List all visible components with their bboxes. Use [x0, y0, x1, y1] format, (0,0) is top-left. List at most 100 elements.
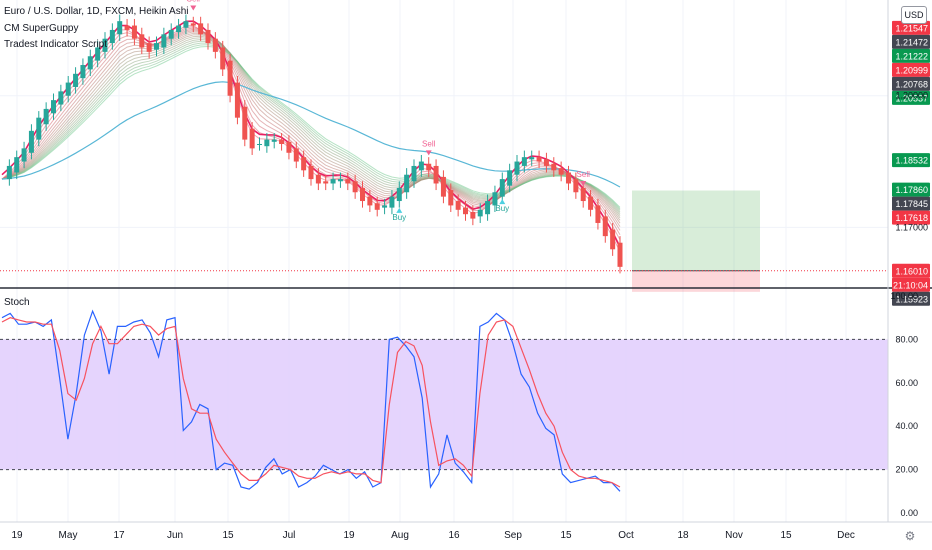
- candle-body: [389, 196, 395, 208]
- candle-body: [433, 165, 439, 184]
- stoch-tick-label: 100.00: [890, 291, 918, 301]
- candle-body: [352, 181, 358, 193]
- time-tick-label: 19: [343, 530, 355, 541]
- candle-body: [131, 25, 137, 39]
- stoch-k-line: [1, 309, 621, 492]
- candle-body: [588, 196, 594, 210]
- guppy-ribbon: [1, 20, 621, 253]
- chart-title[interactable]: Euro / U.S. Dollar, 1D, FXCM, Heikin Ash…: [4, 6, 189, 17]
- candle-body: [507, 170, 513, 186]
- indicator-label-superguppy[interactable]: CM SuperGuppy: [4, 23, 79, 34]
- guppy-line: [1, 45, 621, 208]
- candle-body: [308, 165, 314, 180]
- candle-body: [382, 205, 388, 208]
- stoch-tick-label: 0.00: [900, 508, 918, 518]
- candle-body: [36, 117, 42, 140]
- indicator-label-tradest[interactable]: Tradest Indicator Script: [4, 39, 108, 50]
- stoch-d-line: [1, 317, 621, 488]
- candle-body: [73, 73, 79, 87]
- price-badge-text: 1.17618: [895, 213, 928, 223]
- candle-body: [595, 205, 601, 223]
- candle-body: [154, 43, 159, 50]
- price-badge: [892, 90, 930, 105]
- candle-body: [183, 21, 189, 28]
- time-tick-label: Nov: [725, 530, 743, 541]
- stoch-tick-label: 60.00: [895, 378, 918, 388]
- candle-body: [109, 29, 115, 44]
- candle-body: [242, 106, 248, 140]
- candle-body: [580, 187, 586, 202]
- candle-body: [573, 179, 579, 193]
- price-badge: [892, 291, 930, 306]
- price-badge: [892, 34, 930, 49]
- candle-body: [286, 141, 292, 153]
- time-tick-label: 15: [780, 530, 792, 541]
- guppy-line: [1, 32, 621, 224]
- stoch-pane: [0, 309, 888, 492]
- stoch-label[interactable]: Stoch: [4, 297, 30, 308]
- candle-body: [521, 157, 527, 166]
- stoch-tick-label: 40.00: [895, 421, 918, 431]
- price-tick-label: 1.17000: [895, 222, 928, 232]
- stoch-tick-label: 80.00: [895, 334, 918, 344]
- candle-body: [293, 148, 299, 162]
- candle-body: [124, 25, 130, 30]
- candle-body: [249, 128, 255, 149]
- candle-body: [212, 38, 218, 52]
- candle-body: [220, 47, 226, 70]
- candle-body: [543, 159, 549, 166]
- price-badge-text: 1.18532: [895, 156, 928, 166]
- price-badge: [892, 153, 930, 168]
- signal-arrow: [425, 150, 432, 156]
- candle-body: [602, 216, 608, 237]
- time-tick-label: 19: [11, 530, 23, 541]
- stoch-tick-label: 20.00: [895, 465, 918, 475]
- guppy-line: [1, 25, 621, 253]
- time-tick-label: Aug: [391, 530, 409, 541]
- candle-body: [95, 47, 101, 61]
- candle-body: [360, 187, 365, 202]
- signal-arrow: [499, 199, 506, 205]
- candle-body: [87, 56, 93, 70]
- signal-arrow: [580, 181, 587, 187]
- price-badge-text: 1.20768: [895, 79, 928, 89]
- candle-body: [558, 168, 564, 175]
- signal-label: Buy: [392, 213, 406, 222]
- candle-body: [168, 29, 174, 39]
- candle-body: [529, 157, 535, 160]
- price-tick-label: 1.20000: [895, 91, 928, 101]
- price-badge: [892, 62, 930, 77]
- price-badge: [892, 182, 930, 197]
- price-badge: [892, 263, 930, 278]
- candle-body: [492, 192, 498, 206]
- price-badge-text: 1.21547: [895, 23, 928, 33]
- currency-button[interactable]: USD: [901, 6, 927, 24]
- candle-body: [566, 172, 571, 184]
- candle-body: [264, 139, 270, 147]
- price-badge-text: 1.17845: [895, 199, 928, 209]
- candle-body: [257, 144, 262, 145]
- signal-label: Sell: [577, 170, 591, 179]
- time-tick-label: 15: [560, 530, 572, 541]
- candle-body: [477, 209, 483, 217]
- time-tick-label: 15: [222, 530, 234, 541]
- time-tick-label: Sep: [504, 530, 522, 541]
- candle-body: [440, 176, 446, 197]
- candle-body: [455, 201, 461, 210]
- candle-body: [161, 34, 167, 48]
- overlay-layer: Sell Buy Sell Buy Sell: [0, 0, 888, 292]
- candle-body: [43, 108, 49, 125]
- candle-body: [418, 161, 424, 171]
- candle-body: [426, 163, 432, 171]
- candle-body: [448, 190, 454, 206]
- candles-layer: [6, 14, 623, 274]
- candle-body: [117, 21, 123, 35]
- candle-body: [536, 157, 542, 162]
- candle-body: [227, 60, 233, 96]
- loss-zone: [632, 270, 760, 292]
- candle-body: [139, 34, 145, 48]
- settings-gear-icon[interactable]: ⚙: [905, 529, 916, 543]
- price-badge: [892, 210, 930, 225]
- candle-body: [463, 207, 468, 215]
